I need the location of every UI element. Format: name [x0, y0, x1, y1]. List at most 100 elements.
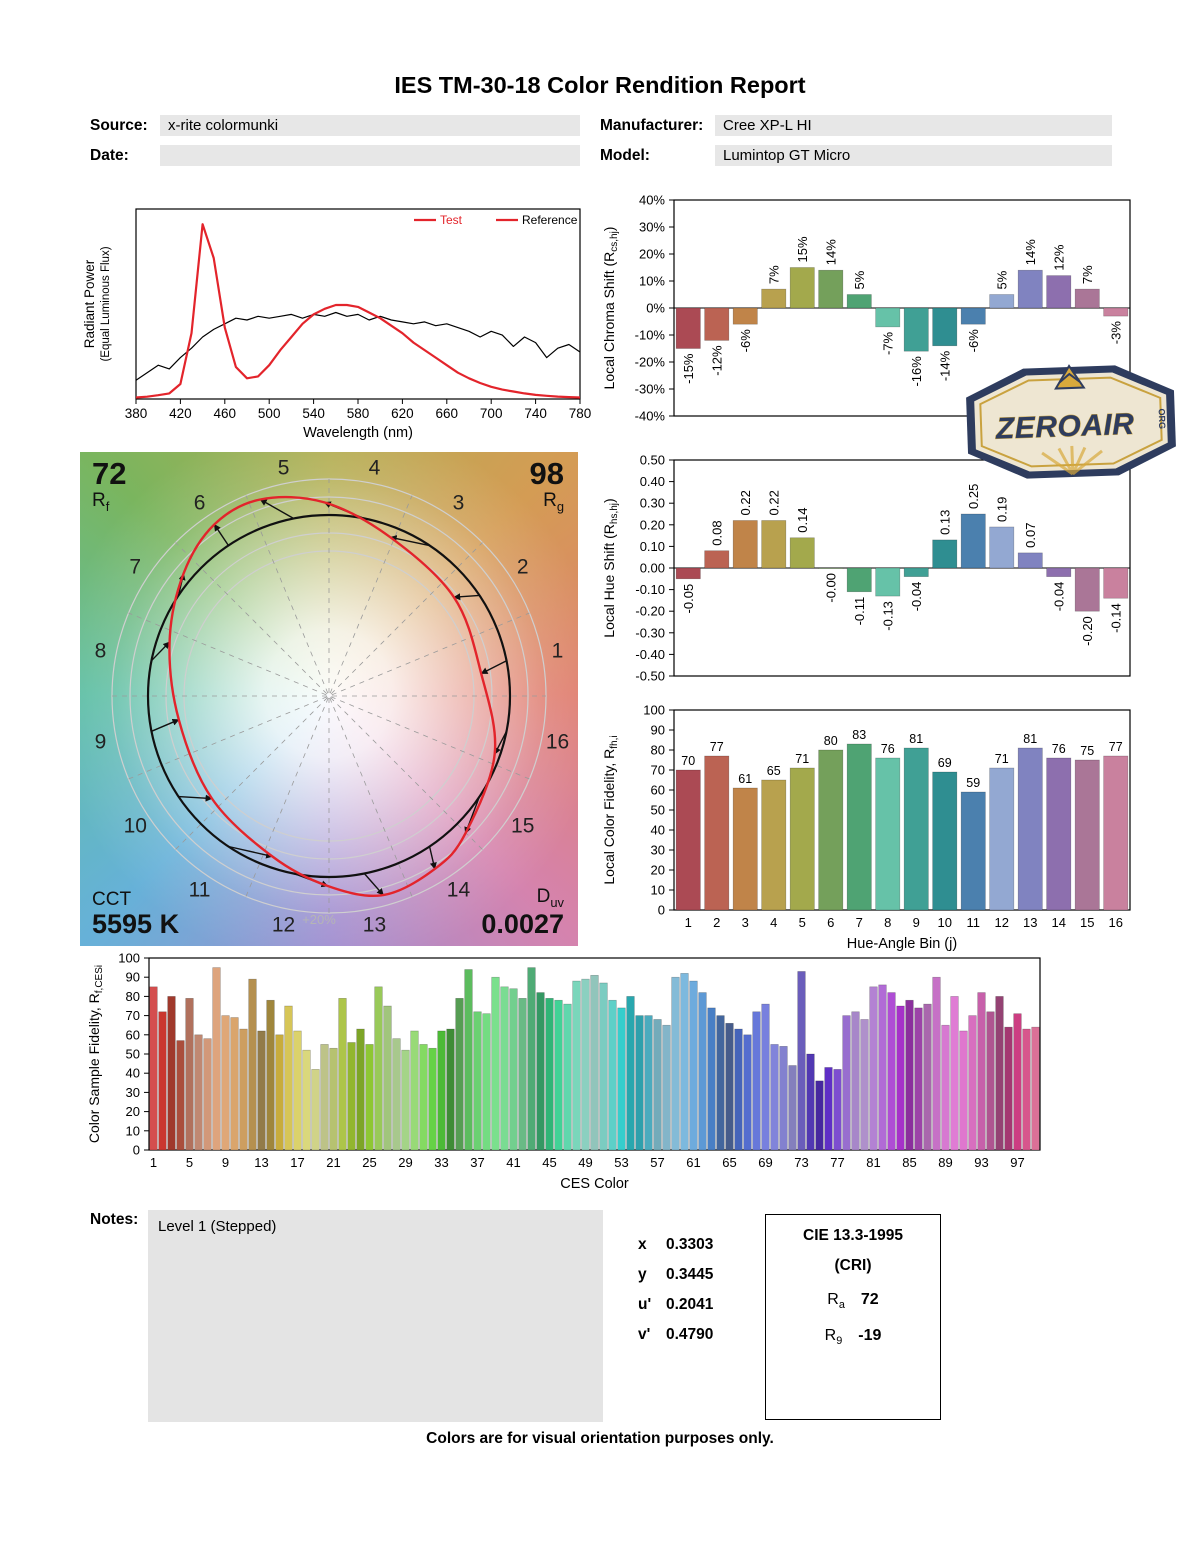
svg-text:9: 9 [222, 1155, 229, 1170]
bar [1103, 755, 1129, 911]
svg-text:100: 100 [118, 951, 140, 966]
svg-text:Wavelength (nm): Wavelength (nm) [303, 425, 413, 441]
ra-row: Ra 72 [827, 1291, 879, 1312]
cct-score: CCT 5595 K [92, 889, 179, 938]
svg-text:0.13: 0.13 [937, 510, 952, 535]
bar [464, 969, 473, 1151]
shift-vector-arrow [428, 846, 437, 870]
badge-org-text: ORG [1157, 408, 1168, 429]
svg-text:40%: 40% [639, 193, 665, 208]
svg-text:-0.20: -0.20 [1080, 616, 1095, 646]
bar [818, 749, 844, 911]
bar [732, 787, 758, 911]
svg-text:5: 5 [799, 915, 806, 930]
bar [833, 1069, 842, 1151]
svg-text:93: 93 [974, 1155, 988, 1170]
svg-text:10: 10 [124, 814, 147, 837]
bar [875, 757, 901, 911]
svg-text:5: 5 [278, 456, 290, 479]
bar [815, 1080, 824, 1151]
svg-text:40: 40 [651, 823, 665, 838]
footer-disclaimer: Colors are for visual orientation purpos… [426, 1430, 774, 1447]
svg-text:61: 61 [686, 1155, 700, 1170]
svg-text:0.25: 0.25 [966, 484, 981, 509]
svg-text:CES Color: CES Color [560, 1176, 629, 1192]
bar [734, 1028, 743, 1151]
bar [1017, 747, 1043, 911]
chromaticity-row-u: u' 0.2041 [638, 1296, 714, 1313]
bar [875, 307, 901, 328]
svg-text:57: 57 [650, 1155, 664, 1170]
bar [761, 779, 787, 911]
svg-text:90: 90 [126, 970, 140, 985]
test-curve [135, 223, 581, 399]
bar [149, 986, 158, 1151]
rg-score: 98 Rg [529, 456, 564, 513]
bar [167, 996, 176, 1151]
svg-text:10: 10 [651, 883, 665, 898]
svg-text:9: 9 [913, 915, 920, 930]
svg-text:10: 10 [126, 1123, 140, 1138]
bar [365, 1044, 374, 1151]
svg-text:20: 20 [126, 1104, 140, 1119]
bar [293, 1030, 302, 1151]
bar [842, 1015, 851, 1151]
svg-text:13: 13 [1023, 915, 1037, 930]
svg-text:10: 10 [938, 915, 952, 930]
bar [806, 1053, 815, 1151]
bar [221, 1015, 230, 1151]
source-label: Source: [90, 117, 148, 134]
bar [732, 307, 758, 325]
bar [960, 791, 986, 911]
bar [761, 288, 787, 309]
bar [653, 1019, 662, 1151]
bar [704, 307, 730, 341]
bar [932, 307, 958, 347]
svg-text:Local Color Fidelity, Rfh,i: Local Color Fidelity, Rfh,i [601, 735, 620, 884]
svg-text:60: 60 [126, 1027, 140, 1042]
rf-symbol: Rf [92, 489, 110, 514]
svg-text:20%: 20% [639, 247, 665, 262]
bar [995, 996, 1004, 1151]
rg-value: 98 [529, 456, 564, 491]
svg-text:-0.50: -0.50 [635, 669, 665, 684]
bar [581, 978, 590, 1151]
bar [662, 1024, 671, 1151]
svg-text:85: 85 [902, 1155, 916, 1170]
spectral-power-chart: 380 420 460 500 540 580 620 660 700 740 780 Wavelen… [80, 195, 592, 447]
bar [347, 1042, 356, 1151]
rf-score: 72 Rf [92, 457, 126, 514]
bar [960, 513, 986, 569]
svg-text:0: 0 [658, 903, 665, 918]
svg-text:76: 76 [1052, 742, 1066, 756]
svg-text:13: 13 [254, 1155, 268, 1170]
svg-text:14: 14 [1052, 915, 1066, 930]
svg-text:65: 65 [767, 764, 781, 778]
svg-text:7: 7 [856, 915, 863, 930]
svg-text:9: 9 [95, 730, 107, 753]
bar [732, 520, 758, 569]
bar [419, 1044, 428, 1151]
bar [320, 1044, 329, 1151]
duv-symbol: Duv [536, 886, 564, 911]
bar [977, 992, 986, 1151]
bar [536, 992, 545, 1151]
ring-percent-label: +20% [302, 912, 336, 927]
svg-text:0.08: 0.08 [709, 520, 724, 545]
bar [905, 999, 914, 1151]
bar [617, 1007, 626, 1151]
svg-text:53: 53 [614, 1155, 628, 1170]
bar [1046, 275, 1072, 309]
bar [698, 992, 707, 1151]
shift-vector-arrow [494, 730, 508, 755]
manufacturer-value: Cree XP-L HI [715, 115, 1112, 136]
svg-text:1: 1 [685, 915, 692, 930]
local-hue-shift-chart: -0.50 -0.40 -0.30 -0.20 -0.10 0.00 0.10 0.20 0.3… [598, 450, 1188, 708]
shift-vector-arrow [480, 660, 507, 675]
bar [455, 998, 464, 1151]
bar [626, 996, 635, 1151]
svg-text:420: 420 [169, 406, 192, 421]
bar [788, 1065, 797, 1151]
svg-text:-0.00: -0.00 [823, 573, 838, 603]
